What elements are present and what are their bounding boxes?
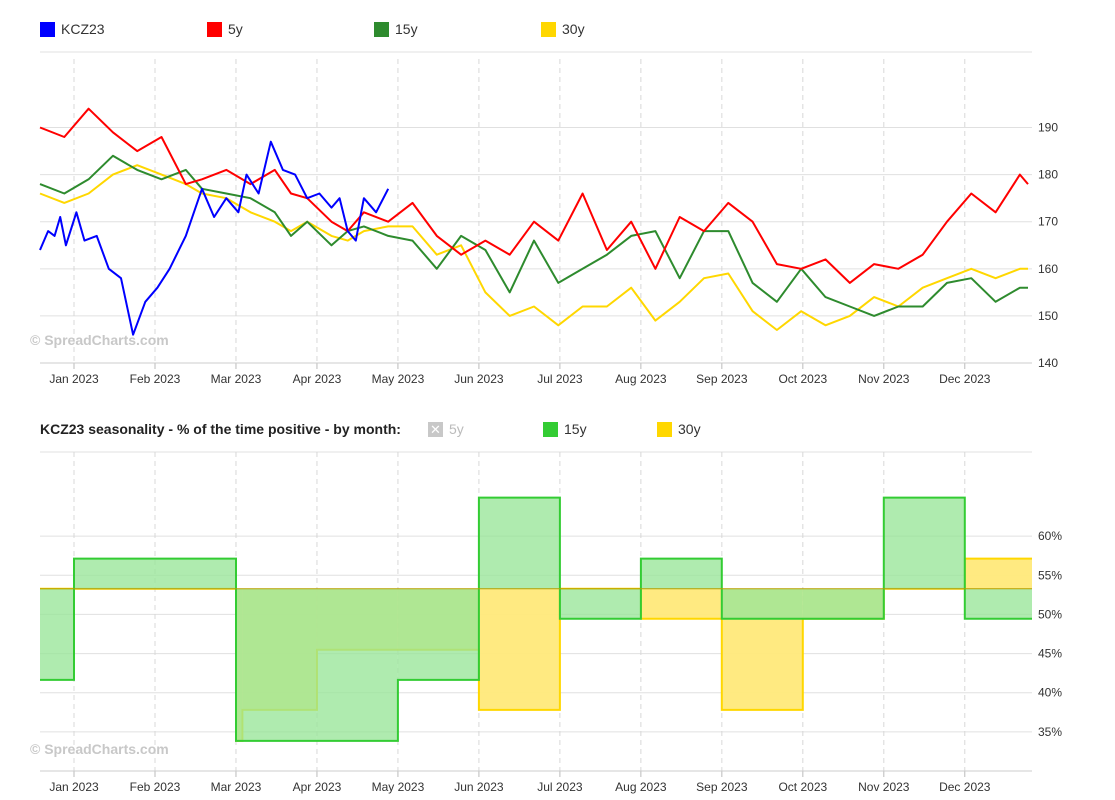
series-line-30y[interactable] (39, 164, 1028, 331)
legend-swatch (374, 21, 389, 37)
legend-label: 30y (562, 21, 585, 37)
legend-item-30y[interactable]: 30y (541, 21, 585, 37)
x-tick-label: Jul 2023 (537, 780, 583, 794)
x-tick-label: May 2023 (372, 780, 425, 794)
area-15y (964, 588, 1032, 619)
x-tick-label: Jun 2023 (454, 780, 504, 794)
legend-item-5y[interactable]: 5y (207, 21, 243, 37)
area-30y (640, 588, 722, 619)
legend-swatch (541, 21, 556, 37)
seasonality-chart: 35% 40% 45% 50% 55% 60% Jan 2023 Feb 2023 Mar 20… (40, 451, 1062, 794)
y-tick-label: 35% (1038, 725, 1062, 739)
legend-label: 5y (228, 21, 243, 37)
x-tick-label: Oct 2023 (778, 372, 827, 386)
x-tick-label: Apr 2023 (293, 780, 342, 794)
area-30y (964, 558, 1032, 589)
area-15y (74, 558, 155, 589)
watermark: © SpreadCharts.com (30, 332, 169, 348)
y-tick-label: 60% (1038, 529, 1062, 543)
seasonality-legend-5y[interactable]: ✕ 5y (428, 421, 464, 437)
y-tick-label: 40% (1038, 686, 1062, 700)
y-tick-label: 150 (1038, 309, 1058, 323)
disabled-x-icon: ✕ (428, 421, 443, 437)
area-15y (883, 497, 965, 589)
x-tick-label: Dec 2023 (939, 780, 991, 794)
x-tick-label: May 2023 (372, 372, 425, 386)
x-tick-label: Sep 2023 (696, 780, 748, 794)
x-tick-label: Aug 2023 (615, 780, 667, 794)
y-tick-label: 190 (1038, 121, 1058, 135)
area-15y (559, 588, 641, 619)
y-tick-label: 55% (1038, 568, 1062, 582)
x-tick-label: Jun 2023 (454, 372, 504, 386)
x-tick-label: Jan 2023 (49, 780, 99, 794)
x-tick-label: Mar 2023 (211, 372, 262, 386)
area-15y (721, 588, 803, 619)
x-tick-label: Sep 2023 (696, 372, 748, 386)
area-30y (478, 588, 560, 710)
y-tick-label: 140 (1038, 356, 1058, 370)
x-tick-label: Apr 2023 (293, 372, 342, 386)
area-15y (478, 497, 560, 589)
seasonality-title: KCZ23 seasonality - % of the time positi… (40, 421, 401, 437)
series-line-kcz23[interactable] (39, 140, 390, 336)
watermark: © SpreadCharts.com (30, 741, 169, 757)
legend-swatch (543, 421, 558, 437)
y-tick-label: 45% (1038, 647, 1062, 661)
y-tick-label: 180 (1038, 168, 1058, 182)
area-15y (640, 558, 722, 589)
legend-label: 15y (564, 421, 587, 437)
legend-item-kcz23[interactable]: KCZ23 (40, 21, 105, 37)
x-tick-label: Aug 2023 (615, 372, 667, 386)
series-line-5y[interactable] (39, 107, 1029, 284)
price-chart: 140 150 160 170 180 190 Jan 2023 Feb 2023 Mar 20… (39, 51, 1058, 386)
x-tick-label: Jan 2023 (49, 372, 99, 386)
legend-item-15y[interactable]: 15y (374, 21, 418, 37)
x-tick-label: Nov 2023 (858, 372, 910, 386)
legend-label: 30y (678, 421, 701, 437)
area-15y (316, 588, 398, 741)
area-15y (154, 558, 236, 589)
seasonality-legend-30y[interactable]: 30y (657, 421, 701, 437)
legend-label: 5y (449, 421, 464, 437)
x-tick-label: Feb 2023 (130, 372, 181, 386)
area-15y (397, 588, 479, 680)
series-line-15y[interactable] (39, 154, 1028, 317)
x-tick-label: Mar 2023 (211, 780, 262, 794)
area-15y (40, 588, 75, 680)
x-tick-label: Feb 2023 (130, 780, 181, 794)
legend-label: KCZ23 (61, 21, 105, 37)
legend-swatch (657, 421, 672, 437)
y-tick-label: 50% (1038, 607, 1062, 621)
x-tick-label: Oct 2023 (778, 780, 827, 794)
y-tick-label: 170 (1038, 215, 1058, 229)
y-tick-label: 160 (1038, 262, 1058, 276)
area-15y (235, 588, 243, 741)
area-15y (242, 588, 317, 741)
x-tick-label: Dec 2023 (939, 372, 991, 386)
area-15y (802, 588, 884, 619)
x-tick-label: Nov 2023 (858, 780, 910, 794)
legend-swatch (207, 21, 222, 37)
legend-label: 15y (395, 21, 418, 37)
x-tick-label: Jul 2023 (537, 372, 583, 386)
step-line-15y[interactable] (40, 496, 1032, 742)
seasonality-legend-15y[interactable]: 15y (543, 421, 587, 437)
legend-swatch (40, 21, 55, 37)
